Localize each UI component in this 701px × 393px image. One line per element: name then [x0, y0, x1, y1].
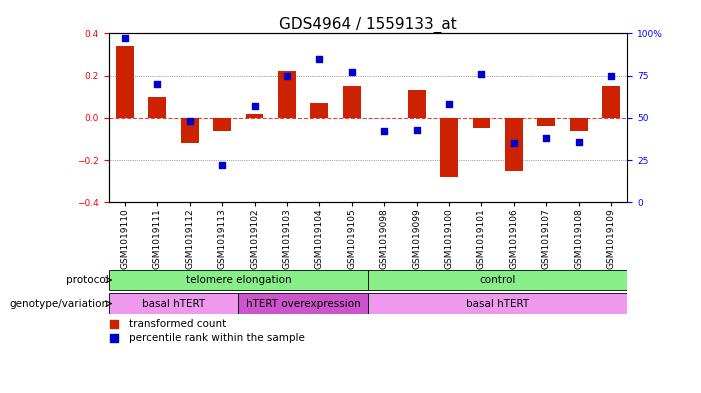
Point: [314, 55, 325, 62]
Point: [108, 335, 119, 342]
Bar: [109, 270, 368, 290]
Text: protocol: protocol: [66, 275, 109, 285]
Text: percentile rank within the sample: percentile rank within the sample: [130, 334, 305, 343]
Point: [217, 162, 228, 168]
Point: [540, 135, 552, 141]
Text: telomere elongation: telomere elongation: [186, 275, 291, 285]
Text: basal hTERT: basal hTERT: [466, 299, 529, 309]
Point: [151, 81, 163, 87]
Text: hTERT overexpression: hTERT overexpression: [246, 299, 360, 309]
Bar: [408, 90, 426, 118]
Bar: [213, 118, 231, 130]
Bar: [570, 118, 587, 130]
Bar: [238, 293, 368, 314]
Point: [411, 127, 422, 133]
Bar: [343, 86, 361, 118]
Bar: [505, 118, 523, 171]
Bar: [311, 103, 328, 118]
Point: [346, 69, 358, 75]
Bar: [472, 118, 491, 129]
Point: [379, 128, 390, 134]
Text: transformed count: transformed count: [130, 319, 226, 329]
Bar: [538, 118, 555, 126]
Bar: [368, 270, 627, 290]
Point: [249, 103, 260, 109]
Text: basal hTERT: basal hTERT: [142, 299, 205, 309]
Bar: [149, 97, 166, 118]
Point: [573, 138, 585, 145]
Bar: [278, 72, 296, 118]
Point: [108, 321, 119, 327]
Point: [508, 140, 519, 146]
Point: [184, 118, 196, 125]
Point: [444, 101, 455, 108]
Point: [606, 72, 617, 79]
Bar: [109, 293, 238, 314]
Text: genotype/variation: genotype/variation: [10, 299, 109, 309]
Point: [281, 72, 292, 79]
Bar: [368, 293, 627, 314]
Point: [119, 35, 130, 42]
Bar: [440, 118, 458, 177]
Bar: [116, 46, 134, 118]
Bar: [245, 114, 264, 118]
Bar: [181, 118, 198, 143]
Point: [476, 71, 487, 77]
Text: control: control: [479, 275, 516, 285]
Bar: [602, 86, 620, 118]
Title: GDS4964 / 1559133_at: GDS4964 / 1559133_at: [279, 17, 457, 33]
